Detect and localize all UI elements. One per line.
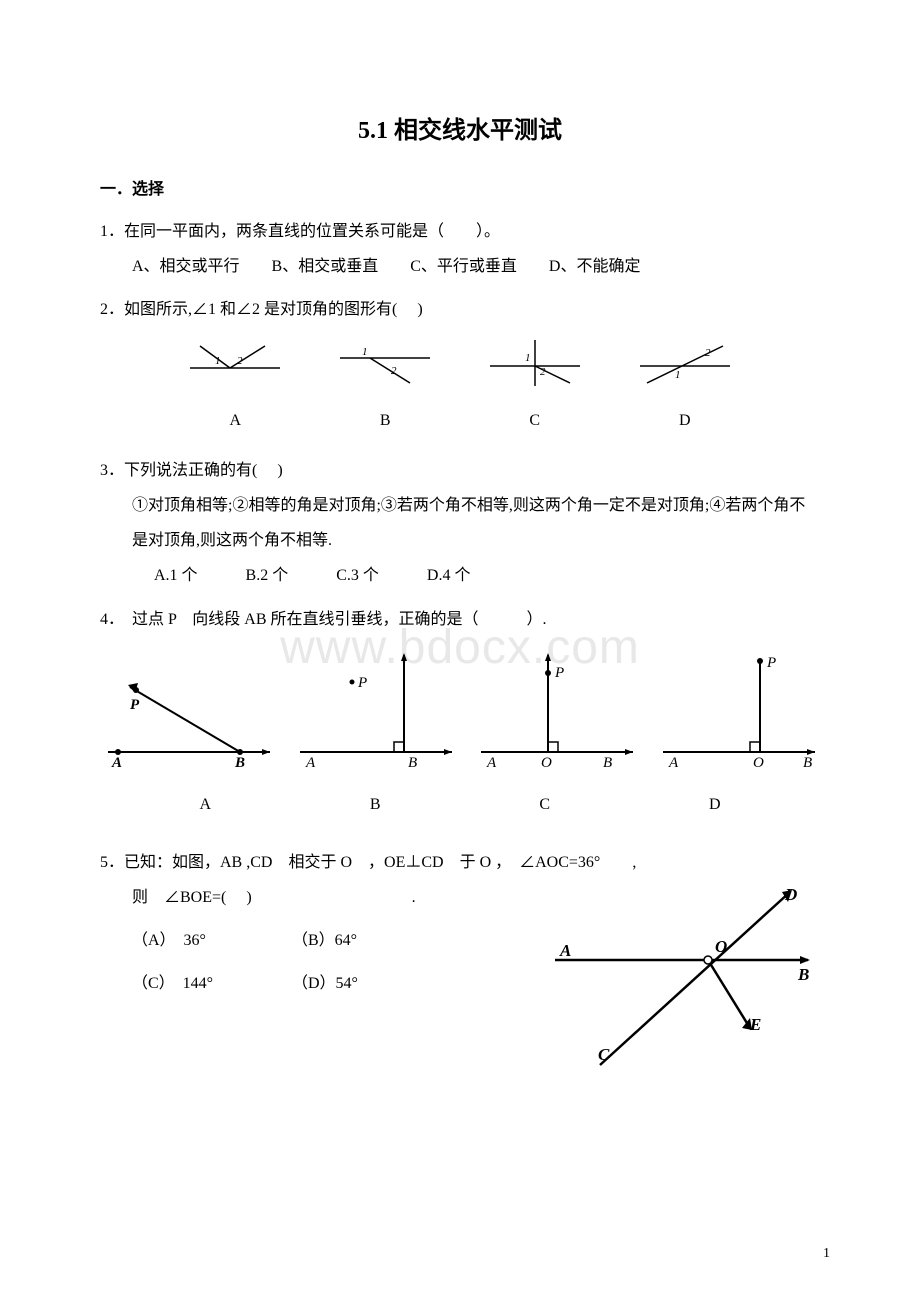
- q4-fig-a: A B P: [100, 647, 275, 767]
- q3-stem: 3．下列说法正确的有( ): [100, 453, 820, 488]
- question-4: 4． 过点 P 向线段 AB 所在直线引垂线，正确的是（ ）. A B P: [100, 602, 820, 837]
- q1-options: A、相交或平行 B、相交或垂直 C、平行或垂直 D、不能确定: [100, 249, 820, 284]
- q4-fig-c: P A O B: [473, 647, 638, 767]
- q5-stem: 5．已知：如图，AB ,CD 相交于 O ，OE⊥CD 于 O ， ∠AOC=3…: [100, 845, 820, 880]
- svg-text:B: B: [603, 755, 612, 767]
- svg-text:1: 1: [215, 355, 221, 367]
- q4-fig-b: P A B: [292, 647, 457, 767]
- svg-text:O: O: [541, 755, 552, 767]
- q2-label-row: A B C D: [100, 403, 820, 438]
- svg-text:2: 2: [540, 366, 546, 378]
- q4-label-c: C: [539, 787, 550, 822]
- svg-text:1: 1: [362, 346, 368, 358]
- svg-text:B: B: [797, 965, 809, 984]
- q4-label-a: A: [199, 787, 211, 822]
- svg-text:2: 2: [705, 347, 711, 359]
- svg-text:D: D: [784, 885, 797, 904]
- q5-row: 则 ∠BOE=( ) . （A） 36° （B）64° （C） 144° （D）…: [100, 880, 820, 1083]
- q4-label-row: A B C D: [100, 777, 820, 837]
- q2-label-a: A: [229, 403, 241, 438]
- q2-fig-b: 1 2: [335, 338, 435, 388]
- svg-text:C: C: [598, 1045, 610, 1064]
- svg-text:2: 2: [391, 365, 397, 377]
- q3-options: A.1 个 B.2 个 C.3 个 D.4 个: [100, 558, 820, 593]
- svg-text:P: P: [554, 665, 564, 681]
- q4-stem: 4． 过点 P 向线段 AB 所在直线引垂线，正确的是（ ）.: [100, 602, 820, 637]
- q5-opts-row1: （A） 36° （B）64°: [100, 923, 540, 958]
- q2-stem: 2．如图所示,∠1 和∠2 是对顶角的图形有( ): [100, 292, 820, 327]
- svg-text:O: O: [715, 937, 727, 956]
- svg-text:2: 2: [237, 355, 243, 367]
- q5-opt-c: （C） 144°: [132, 966, 292, 1001]
- q2-fig-d: 2 1: [635, 338, 735, 388]
- svg-text:A: A: [111, 755, 122, 767]
- q2-label-b: B: [380, 403, 391, 438]
- q3-body: ①对顶角相等;②相等的角是对顶角;③若两个角不相等,则这两个角一定不是对顶角;④…: [100, 488, 820, 558]
- svg-text:A: A: [559, 941, 571, 960]
- q2-fig-c: 1 2: [485, 338, 585, 388]
- section-heading: 一．选择: [100, 175, 820, 199]
- q2-diagram-row: 1 2 1 2 1 2 2 1: [100, 328, 820, 393]
- svg-text:B: B: [803, 755, 812, 767]
- svg-text:P: P: [766, 655, 776, 671]
- question-1: 1．在同一平面内，两条直线的位置关系可能是（ ）。 A、相交或平行 B、相交或垂…: [100, 214, 820, 284]
- q5-opt-a: （A） 36°: [132, 923, 292, 958]
- q5-figure: A B C D E O: [540, 880, 820, 1083]
- svg-text:B: B: [408, 755, 417, 767]
- page-title: 5.1 相交线水平测试: [100, 110, 820, 145]
- question-2: 2．如图所示,∠1 和∠2 是对顶角的图形有( ) 1 2 1 2 1 2: [100, 292, 820, 437]
- q2-label-c: C: [529, 403, 540, 438]
- svg-text:A: A: [668, 755, 679, 767]
- question-3: 3．下列说法正确的有( ) ①对顶角相等;②相等的角是对顶角;③若两个角不相等,…: [100, 453, 820, 594]
- svg-text:A: A: [486, 755, 497, 767]
- svg-text:O: O: [753, 755, 764, 767]
- question-5: 5．已知：如图，AB ,CD 相交于 O ，OE⊥CD 于 O ， ∠AOC=3…: [100, 845, 820, 1083]
- q4-figure-row: A B P P A B P: [100, 647, 820, 767]
- q5-opts-row2: （C） 144° （D）54°: [100, 966, 540, 1001]
- q5-line2: 则 ∠BOE=( ) .: [100, 880, 540, 915]
- svg-text:P: P: [130, 697, 140, 713]
- page-content: 5.1 相交线水平测试 一．选择 1．在同一平面内，两条直线的位置关系可能是（ …: [100, 110, 820, 1083]
- svg-text:P: P: [357, 675, 367, 691]
- q2-fig-a: 1 2: [185, 338, 285, 388]
- page-number: 1: [823, 1246, 830, 1262]
- svg-text:E: E: [749, 1015, 761, 1034]
- svg-text:A: A: [305, 755, 316, 767]
- q1-stem: 1．在同一平面内，两条直线的位置关系可能是（ ）。: [100, 214, 820, 249]
- q4-label-b: B: [370, 787, 381, 822]
- q5-opt-d: （D）54°: [292, 966, 452, 1001]
- q5-opt-b: （B）64°: [292, 923, 452, 958]
- q5-text: 则 ∠BOE=( ) . （A） 36° （B）64° （C） 144° （D）…: [100, 880, 540, 1002]
- q2-label-d: D: [679, 403, 691, 438]
- svg-text:1: 1: [675, 369, 681, 381]
- svg-text:1: 1: [525, 352, 531, 364]
- q4-label-d: D: [709, 787, 721, 822]
- q4-fig-d: P A O B: [655, 647, 820, 767]
- svg-text:B: B: [234, 755, 245, 767]
